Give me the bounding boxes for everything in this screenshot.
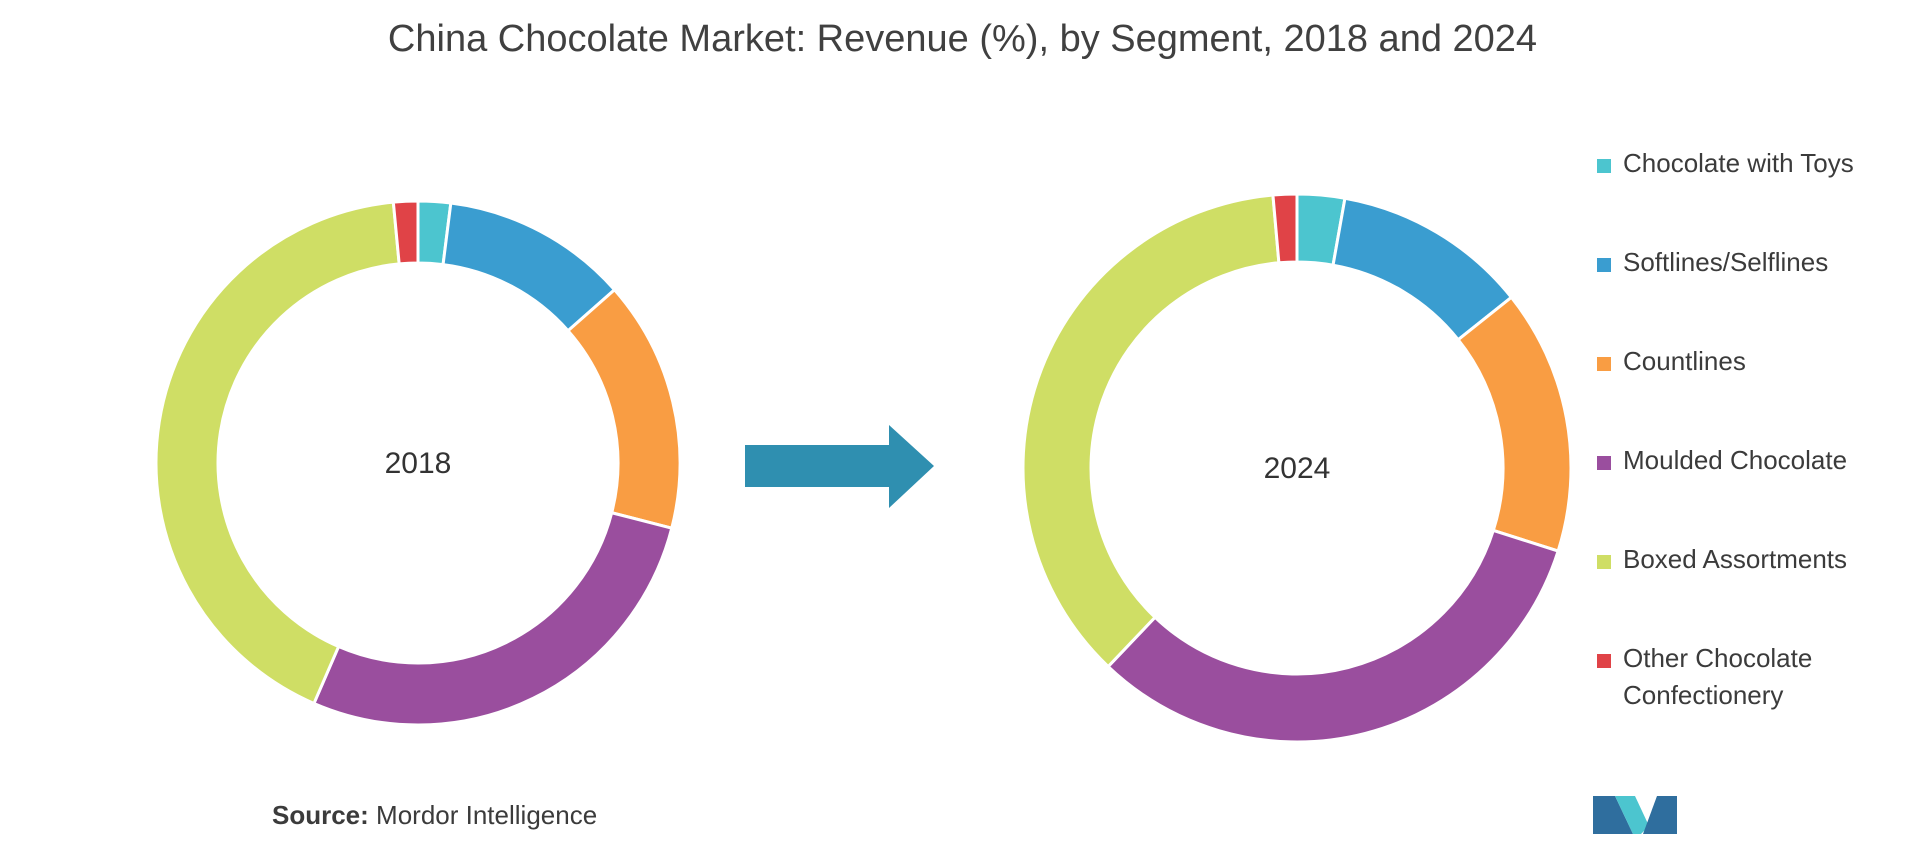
donut-slice-2018-5 (154, 200, 401, 706)
donut-2024: 2024 (1021, 192, 1573, 744)
source-text: Mordor Intelligence (376, 800, 598, 830)
donut-center-label: 2024 (1264, 452, 1331, 485)
legend-item: Countlines (1597, 343, 1917, 442)
legend-label: Boxed Assortments (1623, 544, 1847, 574)
donut-slice-2024-4 (1106, 528, 1561, 744)
right-arrow-icon (745, 425, 934, 508)
legend-item: Other Chocolate Confectionery (1597, 640, 1917, 739)
donut-slice-2018-6 (391, 199, 420, 266)
mordor-logo-icon (1593, 796, 1677, 834)
donut-slice-2024-6 (1271, 192, 1299, 265)
donut-slice-2024-3 (1456, 295, 1573, 553)
legend-label: Other Chocolate Confectionery (1623, 643, 1813, 710)
legend-label: Moulded Chocolate (1623, 445, 1848, 475)
legend-swatch (1597, 456, 1611, 470)
legend-item: Moulded Chocolate (1597, 442, 1917, 541)
legend-swatch (1597, 357, 1611, 371)
legend-swatch (1597, 258, 1611, 272)
legend-item: Boxed Assortments (1597, 541, 1917, 640)
donut-center-label: 2018 (385, 447, 452, 480)
chart-title: China Chocolate Market: Revenue (%), by … (387, 18, 1538, 60)
source-label: Source: (272, 800, 369, 830)
legend-label: Softlines/Selflines (1623, 247, 1829, 277)
donut-slice-2018-3 (565, 287, 682, 530)
legend-item: Chocolate with Toys (1597, 145, 1917, 244)
legend-swatch (1597, 654, 1611, 668)
legend-item: Softlines/Selflines (1597, 244, 1917, 343)
legend-swatch (1597, 555, 1611, 569)
legend: Chocolate with Toys Softlines/Selflines Co… (1597, 145, 1917, 739)
donut-slice-2018-4 (311, 510, 674, 727)
donut-2018: 2018 (154, 199, 682, 727)
legend-label: Chocolate with Toys (1623, 148, 1854, 178)
donut-slice-2024-5 (1021, 193, 1281, 669)
legend-swatch (1597, 159, 1611, 173)
source-note: Source: Mordor Intelligence (272, 800, 597, 831)
legend-label: Countlines (1623, 346, 1746, 376)
